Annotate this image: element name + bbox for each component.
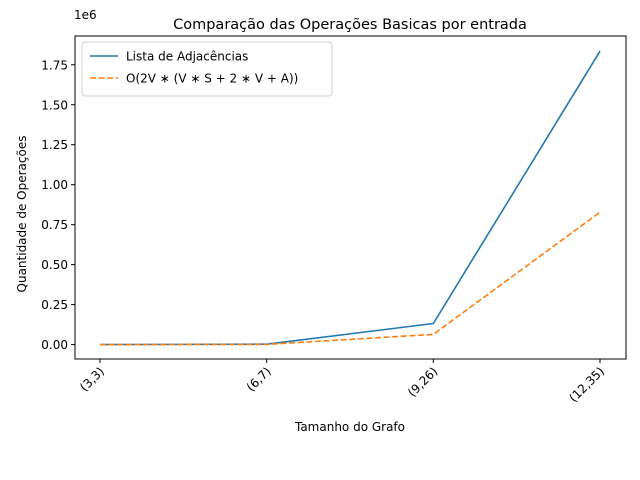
y-tick-label: 1.00 <box>41 178 68 192</box>
y-tick-label: 1.25 <box>41 138 68 152</box>
legend-box <box>81 41 333 97</box>
series-line-1 <box>99 211 601 346</box>
legend-label-0: Lista de Adjacências <box>126 50 248 64</box>
y-tick-label: 0.50 <box>41 258 68 272</box>
x-axis-label: Tamanho do Grafo <box>294 420 405 434</box>
y-tick-label: 0.75 <box>41 218 68 232</box>
series-lines <box>99 50 601 346</box>
legend: Lista de Adjacências O(2V ∗ (V ∗ S + 2 ∗ … <box>81 41 333 97</box>
y-tick-label: 1.75 <box>41 58 68 72</box>
offset-text: 1e6 <box>74 8 97 22</box>
legend-label-1: O(2V ∗ (V ∗ S + 2 ∗ V + A)) <box>126 72 298 86</box>
chart-title: Comparação das Operações Basicas por ent… <box>173 17 527 33</box>
axes-frame <box>74 35 627 360</box>
y-tick-label: 1.50 <box>41 98 68 112</box>
y-tick-label: 0.25 <box>41 298 68 312</box>
y-axis-label: Quantidade de Operações <box>15 136 29 293</box>
y-tick-label: 0.00 <box>41 338 68 352</box>
